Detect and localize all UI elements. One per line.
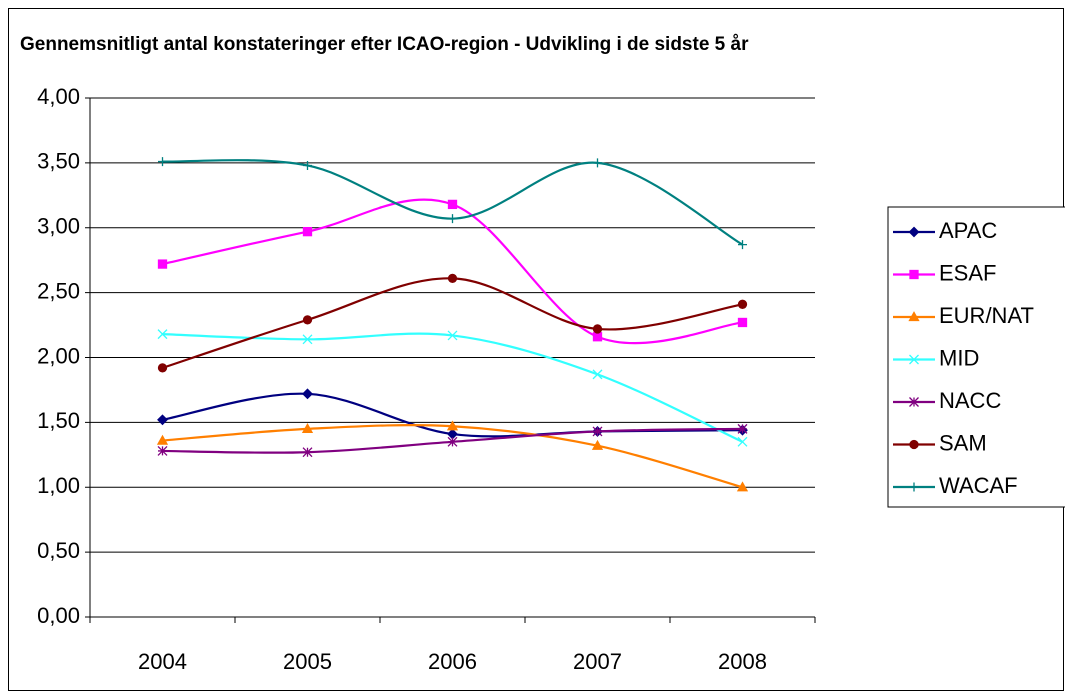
legend-marker: [909, 397, 919, 407]
data-point: [158, 157, 167, 167]
data-point: [156, 434, 169, 445]
data-point: [737, 436, 748, 447]
y-tick-label: 3,00: [37, 214, 80, 239]
data-point: [157, 414, 168, 426]
legend-label: MID: [939, 345, 979, 370]
x-tick-label: 2004: [138, 649, 187, 674]
data-point: [157, 329, 168, 340]
data-point: [302, 226, 313, 237]
y-tick-label: 1,50: [37, 408, 80, 433]
data-point: [592, 332, 603, 342]
legend-marker: [909, 439, 919, 450]
data-point: [593, 158, 602, 168]
legend-label: ESAF: [939, 260, 996, 285]
y-tick-label: 0,50: [37, 538, 80, 563]
x-tick-label: 2005: [283, 649, 332, 674]
data-point: [302, 447, 313, 458]
data-point: [447, 199, 458, 210]
data-point: [592, 369, 603, 380]
y-tick-label: 0,00: [37, 603, 80, 628]
data-point: [737, 299, 748, 309]
data-point: [157, 259, 168, 269]
legend-label: EUR/NAT: [939, 303, 1034, 328]
legend-marker: [908, 311, 920, 322]
data-point: [302, 388, 313, 400]
data-point: [736, 481, 749, 492]
x-tick-label: 2006: [428, 649, 477, 674]
legend-marker: [908, 226, 920, 238]
data-point: [592, 426, 603, 437]
data-point: [737, 317, 748, 328]
data-point: [447, 330, 458, 341]
data-point: [447, 436, 458, 447]
data-point: [446, 420, 459, 431]
data-point: [301, 423, 314, 434]
data-point: [302, 315, 313, 325]
data-point: [592, 324, 603, 334]
data-point: [738, 240, 747, 250]
x-tick-label: 2008: [718, 649, 767, 674]
y-tick-label: 3,50: [37, 149, 80, 174]
y-tick-label: 2,00: [37, 343, 80, 368]
data-point: [448, 214, 457, 224]
y-tick-label: 2,50: [37, 278, 80, 303]
legend-box: [887, 206, 1065, 508]
data-point: [303, 160, 312, 170]
data-point: [157, 445, 168, 456]
legend-label: SAM: [939, 430, 987, 455]
x-tick-label: 2007: [573, 649, 622, 674]
y-tick-label: 1,00: [37, 473, 80, 498]
chart-title: Gennemsnitligt antal konstateringer efte…: [20, 34, 749, 55]
data-point: [737, 423, 748, 434]
legend-label: NACC: [939, 388, 1001, 413]
legend-marker: [909, 354, 919, 365]
legend-marker: [909, 269, 919, 280]
legend-label: WACAF: [939, 473, 1018, 498]
legend-marker: [909, 482, 919, 492]
data-point: [591, 439, 604, 450]
data-point: [302, 334, 313, 345]
data-point: [157, 363, 168, 373]
y-tick-label: 4,00: [37, 84, 80, 109]
legend-label: APAC: [939, 218, 997, 243]
data-point: [447, 273, 458, 284]
